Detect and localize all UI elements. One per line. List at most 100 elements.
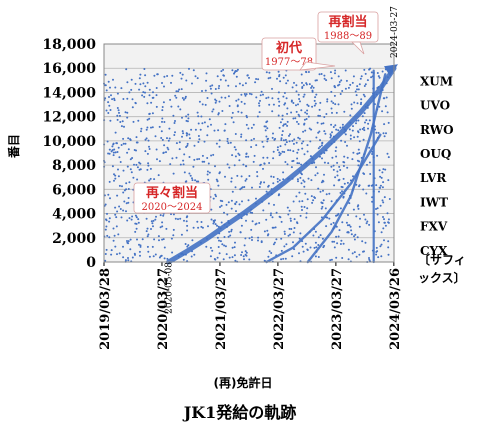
- data-point: [187, 244, 190, 247]
- data-point: [363, 85, 366, 87]
- data-point: [300, 163, 303, 166]
- suffix-label: LVR: [420, 171, 447, 185]
- data-point: [135, 163, 138, 166]
- data-point: [151, 222, 154, 225]
- y-tick-label: 0: [86, 255, 96, 271]
- data-point: [131, 98, 134, 101]
- data-point: [233, 164, 236, 167]
- data-point: [295, 90, 298, 93]
- data-point: [357, 204, 360, 207]
- data-point: [108, 96, 110, 98]
- data-point: [214, 88, 217, 90]
- data-point: [178, 141, 181, 144]
- data-point: [353, 238, 356, 241]
- data-point: [370, 76, 373, 79]
- data-point: [214, 223, 217, 226]
- data-point: [127, 148, 130, 151]
- data-point: [361, 240, 364, 243]
- data-point: [221, 243, 224, 246]
- data-point: [325, 79, 328, 82]
- data-point: [241, 84, 244, 87]
- data-point: [356, 152, 359, 155]
- data-point: [203, 160, 206, 163]
- data-point: [385, 96, 388, 99]
- data-point: [122, 191, 125, 194]
- data-point: [223, 129, 226, 132]
- data-point: [163, 246, 166, 249]
- data-point: [228, 166, 231, 169]
- data-point: [339, 207, 342, 210]
- data-point: [229, 141, 232, 144]
- data-point: [255, 96, 258, 99]
- data-point: [385, 132, 387, 135]
- data-point: [144, 85, 147, 88]
- data-point: [284, 74, 287, 77]
- data-point: [347, 214, 349, 216]
- suffix-label: CYX: [420, 244, 448, 258]
- data-point: [223, 211, 225, 214]
- data-point: [320, 73, 323, 75]
- data-point: [189, 174, 192, 177]
- data-point: [175, 156, 178, 159]
- data-point: [307, 177, 310, 180]
- data-point: [180, 233, 183, 236]
- data-point: [316, 121, 319, 124]
- data-point: [199, 128, 202, 131]
- data-point: [269, 76, 272, 79]
- data-point: [380, 176, 383, 179]
- data-point: [353, 251, 356, 254]
- data-point: [185, 119, 188, 122]
- data-point: [305, 71, 308, 74]
- data-point: [304, 192, 307, 195]
- data-point: [288, 140, 291, 143]
- data-point: [201, 160, 204, 163]
- data-point: [225, 253, 228, 256]
- data-point: [279, 152, 282, 155]
- data-point: [228, 230, 231, 233]
- data-point: [259, 94, 262, 97]
- data-point: [183, 153, 186, 156]
- data-point: [342, 177, 345, 180]
- data-point: [104, 253, 107, 255]
- data-point: [233, 246, 236, 249]
- data-point: [117, 168, 119, 171]
- data-point: [188, 172, 191, 175]
- data-point: [356, 135, 359, 138]
- data-point: [343, 155, 346, 158]
- data-point: [245, 219, 247, 222]
- data-point: [287, 149, 290, 152]
- data-point: [311, 201, 314, 204]
- data-point: [262, 156, 265, 159]
- data-point: [311, 85, 313, 88]
- data-point: [187, 117, 190, 120]
- data-point: [300, 73, 303, 76]
- data-point: [263, 181, 266, 184]
- data-point: [384, 105, 387, 108]
- data-point: [286, 163, 289, 166]
- data-point: [156, 73, 159, 76]
- data-point: [212, 197, 215, 200]
- data-point: [259, 163, 262, 166]
- data-point: [356, 236, 359, 239]
- data-point: [150, 101, 153, 104]
- data-point: [206, 125, 209, 128]
- data-point: [323, 116, 326, 118]
- data-point: [326, 100, 329, 103]
- data-point: [315, 246, 318, 249]
- data-point: [192, 226, 195, 229]
- data-point: [239, 231, 242, 234]
- data-point: [135, 149, 137, 152]
- data-point: [232, 121, 235, 124]
- data-point: [323, 74, 326, 77]
- data-point: [330, 200, 333, 203]
- data-point: [350, 103, 353, 106]
- data-point: [185, 132, 188, 135]
- data-point: [116, 210, 119, 213]
- data-point: [365, 222, 368, 225]
- x-tick-label: 2022/03/27: [272, 268, 287, 350]
- data-point: [140, 127, 143, 130]
- data-point: [314, 174, 317, 177]
- data-point: [197, 115, 200, 118]
- data-point: [290, 166, 293, 169]
- data-point: [160, 254, 163, 257]
